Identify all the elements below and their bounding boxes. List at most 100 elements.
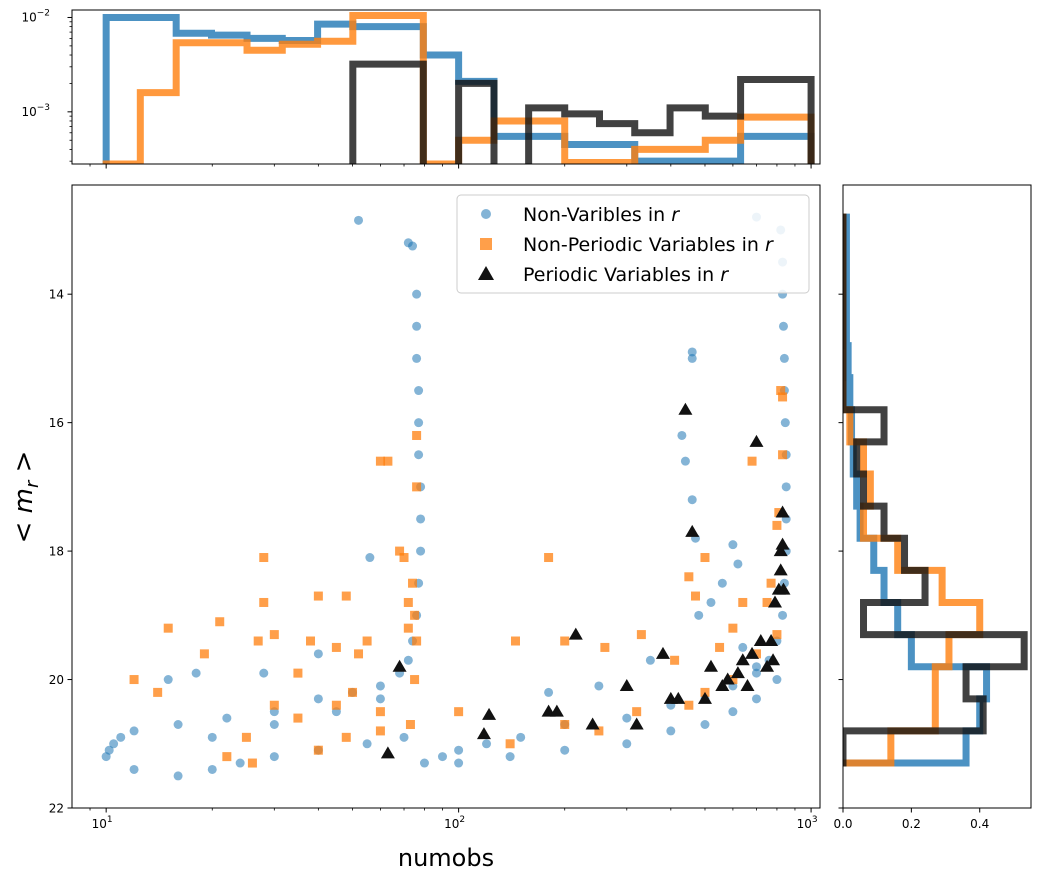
non-periodic-point [362,636,372,646]
legend-label-var: r [720,264,729,286]
non-variable-point [163,675,173,685]
right-histogram-frame [842,184,1032,809]
non-periodic-point [700,553,710,563]
non-periodic-point [129,675,139,685]
legend-label-text: Periodic Variables in [523,264,720,286]
non-periodic-point [375,726,385,736]
x-tick-exponent: 1 [107,815,113,825]
non-periodic-point [510,636,520,646]
non-variable-point [235,758,245,768]
periodic-point [773,544,788,557]
non-variable-point [269,720,279,730]
legend-box [456,194,810,294]
non-periodic-point [383,456,393,466]
non-periodic-point [354,649,364,659]
non-variable-point [414,386,424,396]
non-variable-point [781,482,791,492]
non-periodic-point [594,726,604,736]
non-variable-point [207,732,217,742]
non-variable-point [560,745,570,755]
periodic-point [766,653,781,666]
non-variable-point [728,540,738,550]
non-variable-point [354,215,364,225]
right-hist-non_per [843,213,984,767]
right-histogram-y-ticks [838,293,843,809]
non-periodic-point [636,630,646,640]
scatter-points [101,212,791,781]
non-variable-point [412,353,422,363]
periodic-point [735,653,750,666]
top-y-tick-exponent: −3 [37,103,50,113]
non-variable-point [365,553,375,563]
y-axis-label: < mr > [9,451,43,544]
y-tick-label: 14 [49,288,64,302]
non-variable-point [680,456,690,466]
non-periodic-point [772,630,782,640]
non-variable-point [419,758,429,768]
non-variable-point [173,720,183,730]
x-tick-exponent: 3 [812,815,818,825]
non-variable-point [116,732,126,742]
x-tick-label: 102 [444,815,465,831]
non-variable-point [622,739,632,749]
non-periodic-point [772,520,782,530]
non-variable-point [544,687,554,697]
non-periodic-point [341,732,351,742]
non-variable-point [416,546,426,556]
non-periodic-point [670,655,680,665]
periodic-point [678,402,693,415]
right-histogram-x-ticks: 0.0 0.2 0.4 [833,808,989,831]
non-periodic-point [259,597,269,607]
non-variable-point [375,694,385,704]
non-periodic-point [684,700,694,710]
y-tick-label: 20 [49,673,64,687]
non-variable-point [191,668,201,678]
non-periodic-point [293,713,303,723]
non-periodic-point [269,630,279,640]
non-variable-point [129,764,139,774]
non-periodic-point [560,636,570,646]
non-periodic-point [306,636,316,646]
non-variable-point [454,758,464,768]
periodic-point [776,582,791,595]
non-variable-point [700,720,710,730]
non-periodic-point [313,745,323,755]
non-variable-point [717,578,727,588]
non-periodic-point [778,450,788,460]
non-periodic-point [153,687,163,697]
non-periodic-point [405,720,415,730]
non-periodic-point [412,482,422,492]
periodic-point [697,691,712,704]
periodic-point [671,691,686,704]
non-variable-point [313,694,323,704]
periodic-point [685,524,700,537]
y-axis-label-gt: > [9,451,39,481]
y-tick-label: 18 [49,545,64,559]
non-variable-point [505,752,515,762]
non-variable-point [666,726,676,736]
periodic-point [629,717,644,730]
x-tick-label: 103 [797,815,818,831]
top-histogram-x-ticks [89,164,812,169]
top-y-tick-label: 10−3 [21,103,50,119]
periodic-point [775,505,790,518]
legend-label-text: Non-Varibles in [523,204,671,226]
non-variable-point [109,739,119,749]
top-y-tick-exponent: −2 [37,8,50,18]
top-hist-non_per [102,11,815,164]
periodic-point [619,678,634,691]
non-variable-point [706,597,716,607]
non-periodic-point [728,623,738,633]
non-periodic-point [715,642,725,652]
non-periodic-point [375,456,385,466]
non-periodic-point [751,649,761,659]
non-periodic-point [600,642,610,652]
non-periodic-point [313,591,323,601]
non-variable-point [207,764,217,774]
top-histogram-plot [102,11,815,164]
legend-marker-circle [481,209,491,219]
non-variable-point [772,675,782,685]
periodic-point [703,659,718,672]
non-periodic-point [331,700,341,710]
non-variable-point [412,321,422,331]
